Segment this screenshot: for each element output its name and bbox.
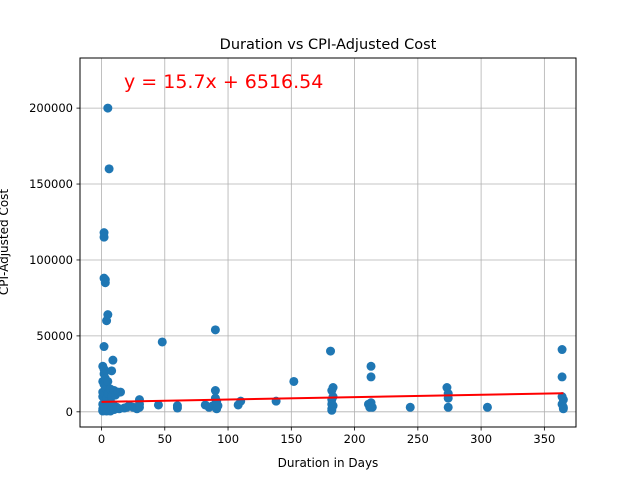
- y-tick-label: 100000: [29, 253, 73, 267]
- x-tick-label: 250: [407, 432, 429, 446]
- data-point: [366, 361, 376, 371]
- y-axis-ticks: 0 50000 100000 150000 200000: [29, 101, 80, 419]
- data-point: [558, 402, 568, 412]
- x-tick-label: 100: [217, 432, 239, 446]
- data-point: [100, 278, 110, 288]
- data-point: [99, 232, 109, 242]
- data-point: [104, 164, 114, 174]
- data-point: [153, 400, 163, 410]
- data-point: [405, 402, 415, 412]
- data-point: [134, 402, 144, 412]
- data-point: [557, 345, 567, 355]
- regression-equation: y = 15.7x + 6516.54: [124, 71, 323, 93]
- data-point: [557, 372, 567, 382]
- data-point: [103, 310, 113, 320]
- y-tick-label: 50000: [36, 329, 73, 343]
- y-tick-label: 150000: [29, 177, 73, 191]
- data-point: [558, 395, 568, 405]
- data-point: [213, 401, 223, 411]
- data-point: [236, 396, 246, 406]
- data-points: [98, 103, 568, 416]
- data-point: [157, 337, 167, 347]
- data-point: [367, 402, 377, 412]
- data-point: [99, 342, 109, 352]
- data-point: [443, 402, 453, 412]
- regression-line: [101, 392, 564, 403]
- data-point: [115, 387, 125, 397]
- data-point: [107, 366, 117, 376]
- x-tick-label: 300: [470, 432, 492, 446]
- x-axis-label: Duration in Days: [278, 456, 379, 470]
- x-tick-label: 350: [533, 432, 555, 446]
- plot-frame: [79, 57, 577, 428]
- x-tick-label: 0: [98, 432, 105, 446]
- data-point: [172, 403, 182, 413]
- y-axis-label: CPI-Adjusted Cost: [0, 189, 11, 296]
- data-point: [103, 103, 113, 113]
- data-point: [210, 386, 220, 396]
- data-point: [482, 402, 492, 412]
- data-point: [366, 372, 376, 382]
- data-point: [108, 355, 118, 365]
- data-point: [328, 383, 338, 393]
- grid: [80, 58, 576, 427]
- data-point: [103, 376, 113, 386]
- y-tick-label: 0: [66, 405, 73, 419]
- x-tick-label: 50: [157, 432, 172, 446]
- x-tick-label: 200: [344, 432, 366, 446]
- data-point: [326, 346, 336, 356]
- x-axis-ticks: 0 50 100 150 200 250 300 350: [98, 427, 555, 446]
- data-point: [328, 401, 338, 411]
- x-tick-label: 150: [280, 432, 302, 446]
- data-point: [210, 325, 220, 335]
- chart-title: Duration vs CPI-Adjusted Cost: [220, 37, 437, 53]
- data-point: [289, 376, 299, 386]
- y-tick-label: 200000: [29, 101, 73, 115]
